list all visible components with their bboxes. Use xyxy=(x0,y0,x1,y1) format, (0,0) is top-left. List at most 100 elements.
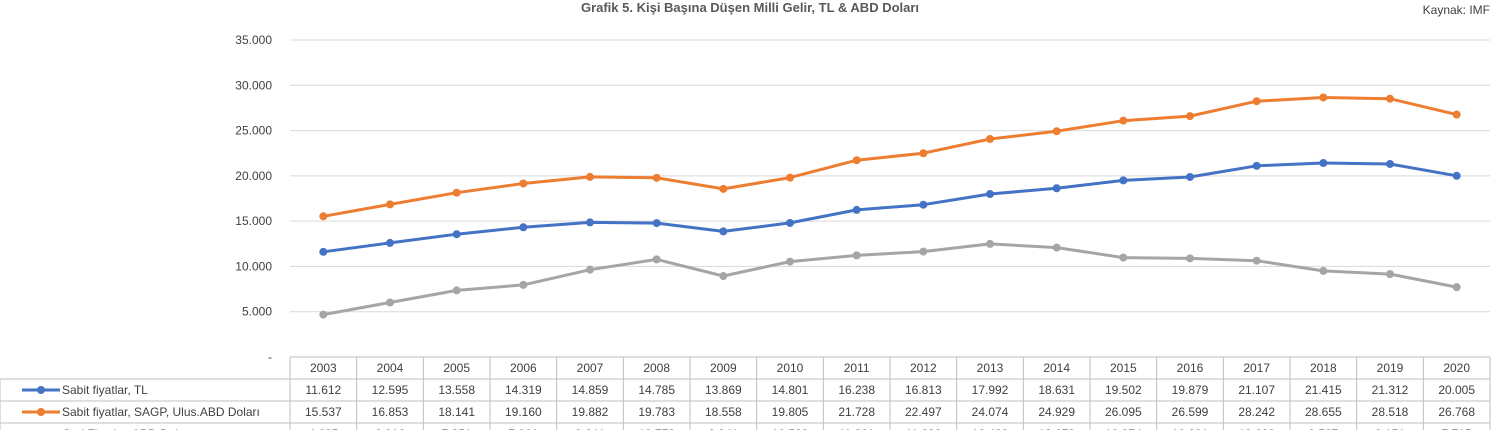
x-tick-label: 2005 xyxy=(443,361,470,375)
data-point xyxy=(1119,253,1128,262)
table-value: 21.415 xyxy=(1305,383,1342,397)
data-point xyxy=(1252,161,1261,170)
data-point xyxy=(1452,283,1461,292)
data-point xyxy=(386,200,394,209)
data-point xyxy=(1052,184,1061,193)
table-value: 14.785 xyxy=(638,383,675,397)
table-value: 26.095 xyxy=(1105,405,1142,419)
table-value: 9.151 xyxy=(1375,427,1405,430)
data-point xyxy=(1186,254,1194,263)
data-point xyxy=(919,149,928,158)
data-point xyxy=(386,238,394,247)
table-value: 28.655 xyxy=(1305,405,1342,419)
x-tick-label: 2006 xyxy=(510,361,537,375)
data-point xyxy=(652,255,661,264)
data-point xyxy=(1386,270,1394,279)
x-tick-label: 2004 xyxy=(377,361,404,375)
data-point xyxy=(652,219,661,228)
table-value: 18.141 xyxy=(438,405,475,419)
data-point xyxy=(1319,159,1328,168)
source-note: Kaynak: IMF xyxy=(1422,3,1490,17)
table-value: 18.631 xyxy=(1038,383,1075,397)
data-point xyxy=(1186,172,1194,181)
data-point xyxy=(852,251,861,260)
table-value: 14.801 xyxy=(772,383,809,397)
x-tick-label: 2018 xyxy=(1310,361,1337,375)
table-value: 13.869 xyxy=(705,383,742,397)
data-point xyxy=(986,239,994,248)
table-value: 21.107 xyxy=(1238,383,1275,397)
table-value: 16.813 xyxy=(905,383,942,397)
data-point xyxy=(1252,97,1261,106)
legend-key-marker xyxy=(37,386,45,394)
table-value: 11.612 xyxy=(305,383,341,397)
data-point xyxy=(1119,176,1128,185)
data-point xyxy=(519,179,528,188)
data-point xyxy=(852,205,861,214)
x-tick-label: 2010 xyxy=(777,361,804,375)
table-value: 10.974 xyxy=(1105,427,1142,430)
x-tick-label: 2003 xyxy=(310,361,337,375)
table-value: 15.537 xyxy=(305,405,342,419)
table-value: 10.533 xyxy=(772,427,809,430)
data-point xyxy=(852,156,861,165)
table-value: 24.929 xyxy=(1038,405,1075,419)
table-value: 19.882 xyxy=(572,405,609,419)
data-point xyxy=(719,227,728,236)
x-tick-label: 2015 xyxy=(1110,361,1137,375)
table-value: 18.558 xyxy=(705,405,742,419)
table-value: 9.641 xyxy=(575,427,605,430)
y-tick-label: - xyxy=(268,350,272,364)
series-line-2 xyxy=(323,96,1458,218)
x-tick-label: 2019 xyxy=(1377,361,1404,375)
table-value: 21.728 xyxy=(838,405,875,419)
y-tick-label: 25.000 xyxy=(235,124,272,138)
data-point xyxy=(719,184,728,193)
table-value: 28.242 xyxy=(1238,405,1275,419)
y-tick-label: 10.000 xyxy=(235,259,272,273)
legend-label: Cari Fiyatlar, ABD Doları xyxy=(62,427,192,430)
x-tick-label: 2007 xyxy=(577,361,604,375)
x-tick-label: 2017 xyxy=(1243,361,1270,375)
table-value: 24.074 xyxy=(972,405,1009,419)
table-value: 16.238 xyxy=(838,383,875,397)
data-point xyxy=(719,272,728,281)
series-line-3 xyxy=(323,242,1457,317)
table-value: 10.891 xyxy=(1172,427,1209,430)
legend-label: Sabit fiyatlar, TL xyxy=(62,383,148,397)
data-point xyxy=(452,230,461,239)
y-tick-label: 15.000 xyxy=(235,214,272,228)
data-point xyxy=(452,188,461,197)
table-value: 16.853 xyxy=(372,405,409,419)
table-value: 19.502 xyxy=(1105,383,1142,397)
data-point xyxy=(452,286,461,295)
y-tick-label: 20.000 xyxy=(235,169,272,183)
x-tick-label: 2008 xyxy=(643,361,670,375)
y-tick-label: 30.000 xyxy=(235,78,272,92)
table-value: 19.805 xyxy=(772,405,809,419)
table-value: 22.497 xyxy=(905,405,942,419)
data-point xyxy=(519,223,528,232)
data-point xyxy=(319,310,328,319)
table-value: 26.599 xyxy=(1172,405,1209,419)
data-point xyxy=(652,173,661,182)
table-value: 7.351 xyxy=(442,427,472,430)
table-value: 12.489 xyxy=(972,427,1009,430)
table-value: 19.160 xyxy=(505,405,542,419)
data-point xyxy=(786,218,794,227)
x-tick-label: 2011 xyxy=(844,361,870,375)
table-value: 13.558 xyxy=(438,383,475,397)
y-tick-label: 5.000 xyxy=(242,305,272,319)
data-point xyxy=(1319,266,1328,275)
table-value: 4.685 xyxy=(308,427,338,430)
data-point xyxy=(1052,127,1061,136)
table-value: 26.768 xyxy=(1438,405,1475,419)
data-point xyxy=(1052,243,1061,252)
data-point xyxy=(786,173,794,182)
x-tick-label: 2014 xyxy=(1043,361,1070,375)
y-tick-label: 35.000 xyxy=(235,33,272,47)
data-point xyxy=(586,265,594,274)
x-tick-label: 2009 xyxy=(710,361,737,375)
data-point xyxy=(1386,159,1394,168)
data-point xyxy=(1452,110,1461,119)
